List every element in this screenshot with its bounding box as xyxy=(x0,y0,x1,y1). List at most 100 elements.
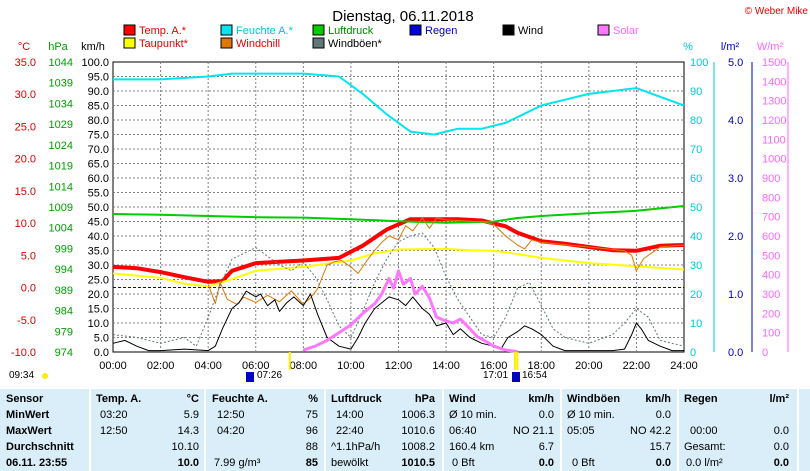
current-gust-bft: 0 Bft xyxy=(572,457,595,469)
x-tick-label: 10:00 xyxy=(337,360,365,372)
min-hum-time: 12:50 xyxy=(217,409,245,421)
min-hum-value: 75 xyxy=(306,409,318,421)
pressure-tick-label: 999 xyxy=(55,243,73,255)
abs-humidity: 7.99 g/m³ xyxy=(214,457,261,469)
x-tick-label: 24:00 xyxy=(670,360,698,372)
solar-tick-label: 700 xyxy=(762,212,780,224)
humidity-tick-label: 0 xyxy=(690,347,696,359)
pressure-tick-label: 1009 xyxy=(49,202,73,214)
chart-title: Dienstag, 06.11.2018 xyxy=(332,8,474,25)
wind-tick-label: 50.0 xyxy=(88,202,109,214)
legend-label: Wind xyxy=(518,25,543,37)
legend-label: Regen xyxy=(425,25,457,37)
legend-label: Windchill xyxy=(236,38,280,50)
solar-tick-label: 500 xyxy=(762,250,780,262)
legend-swatch xyxy=(597,24,610,36)
humidity-tick-label: 80 xyxy=(690,115,702,127)
min-press-time: 14:00 xyxy=(336,409,364,421)
max-press-time: 22:40 xyxy=(336,425,364,437)
max-wind-time: 06:40 xyxy=(449,425,477,437)
current-gust-value: 0.0 xyxy=(656,457,671,469)
avg-temp-value: 10.10 xyxy=(171,441,199,453)
legend-label: Windböen* xyxy=(328,38,383,50)
temp-tick-label: 20.0 xyxy=(15,154,36,166)
header-rain: Regen xyxy=(684,393,718,405)
temp-axis-unit: °C xyxy=(18,41,30,53)
wind-axis-unit: km/h xyxy=(81,41,105,53)
y-axes: -10.0 -5.0 0.0 5.0 10.0 15.0 20.0 25.0 30.0 35.0 °… xyxy=(11,41,789,359)
header-wind: Wind xyxy=(449,393,476,405)
current-rain-value: 0.0 xyxy=(774,457,789,469)
row-current-label: 06.11. 23:55 xyxy=(6,457,67,469)
current-hum-value: 85 xyxy=(306,457,318,469)
avg-gust-value: 15.7 xyxy=(650,441,671,453)
rain-tick-label: 3.0 xyxy=(728,173,743,185)
wind-tick-label: 25.0 xyxy=(88,275,109,287)
avg-press-value: 1008.2 xyxy=(401,441,435,453)
max-wind-value: NO 21.1 xyxy=(513,425,554,437)
series-gusts xyxy=(112,232,685,347)
stats-table: Sensor Temp. A. °C Feuchte A. % Luftdruc… xyxy=(0,387,810,471)
temp-tick-label: 30.0 xyxy=(15,89,36,101)
wind-tick-label: 60.0 xyxy=(88,173,109,185)
legend-swatch xyxy=(220,24,233,36)
series-wind xyxy=(112,290,684,352)
x-tick-label: 08:00 xyxy=(290,360,318,372)
rain-axis-unit: l/m² xyxy=(721,41,740,53)
humidity-tick-label: 90 xyxy=(690,86,702,98)
avg-wind-value: 6.7 xyxy=(539,441,554,453)
wind-tick-label: 40.0 xyxy=(88,231,109,243)
pressure-tick-label: 994 xyxy=(55,264,73,276)
temp-tick-label: -10.0 xyxy=(11,347,36,359)
humidity-axis-unit: % xyxy=(683,41,693,53)
pressure-tick-label: 1014 xyxy=(49,181,73,193)
header-wind-unit: km/h xyxy=(528,393,554,405)
pressure-tick-label: 984 xyxy=(55,306,73,318)
pressure-tick-label: 1029 xyxy=(49,119,73,131)
max-hum-value: 96 xyxy=(306,425,318,437)
max-rain-time: 00:00 xyxy=(690,425,718,437)
legend-label: Temp. A.* xyxy=(139,25,187,37)
pressure-trend: ^1.1hPa/h xyxy=(331,441,380,453)
pressure-tick-label: 1039 xyxy=(49,78,73,90)
min-gust-label: Ø 10 min. xyxy=(567,409,615,421)
humidity-tick-label: 100 xyxy=(690,57,708,69)
temp-tick-label: 25.0 xyxy=(15,121,36,133)
marker-flag xyxy=(246,372,254,382)
x-tick-label: 20:00 xyxy=(575,360,603,372)
header-pressure-unit: hPa xyxy=(415,393,436,405)
humidity-tick-label: 30 xyxy=(690,260,702,272)
solar-tick-label: 1500 xyxy=(762,57,786,69)
legend-swatch xyxy=(123,37,136,49)
wind-tick-label: 15.0 xyxy=(88,304,109,316)
header-gust: Windböen xyxy=(567,393,620,405)
pressure-tick-label: 1004 xyxy=(49,223,73,235)
rain-tick-label: 1.0 xyxy=(728,289,743,301)
rain-tick-label: 4.0 xyxy=(728,115,743,127)
wind-tick-label: 45.0 xyxy=(88,217,109,229)
temp-tick-label: -5.0 xyxy=(17,315,36,327)
legend: Temp. A.* Feuchte A.* Luftdruck Regen Wind So… xyxy=(123,24,639,50)
wind-tick-label: 65.0 xyxy=(88,159,109,171)
marker-flag xyxy=(512,372,520,382)
legend-swatch xyxy=(409,24,422,36)
solar-axis-unit: W/m² xyxy=(757,41,784,53)
max-gust-value: NO 42.2 xyxy=(630,425,671,437)
wind-tick-label: 70.0 xyxy=(88,144,109,156)
rain-tick-label: 5.0 xyxy=(728,57,743,69)
max-rain-value: 0.0 xyxy=(774,425,789,437)
max-temp-value: 14.3 xyxy=(178,425,199,437)
x-tick-label: 22:00 xyxy=(623,360,651,372)
solar-tick-label: 600 xyxy=(762,231,780,243)
x-tick-label: 04:00 xyxy=(194,360,222,372)
solar-tick-label: 300 xyxy=(762,289,780,301)
row-min-label: MinWert xyxy=(6,409,50,421)
pressure-tick-label: 974 xyxy=(55,347,73,359)
rain-tick-label: 0.0 xyxy=(728,347,743,359)
series-dewpoint xyxy=(112,247,685,288)
rain-tick-label: 2.0 xyxy=(728,231,743,243)
humidity-tick-label: 50 xyxy=(690,202,702,214)
solar-tick-label: 900 xyxy=(762,173,780,185)
